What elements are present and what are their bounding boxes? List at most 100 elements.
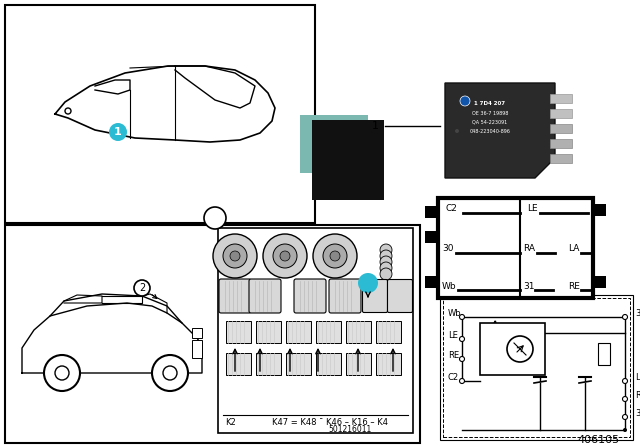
- Text: RE: RE: [568, 281, 580, 290]
- Bar: [218, 228, 413, 433]
- Bar: [346, 353, 371, 375]
- Circle shape: [55, 366, 69, 380]
- Circle shape: [204, 207, 226, 229]
- Bar: [316, 321, 341, 343]
- Circle shape: [380, 250, 392, 262]
- FancyBboxPatch shape: [294, 279, 326, 313]
- Circle shape: [230, 251, 240, 261]
- Bar: [376, 353, 401, 375]
- Text: LE: LE: [527, 203, 538, 212]
- Text: LE: LE: [448, 331, 458, 340]
- Bar: [192, 340, 202, 358]
- Text: 31: 31: [635, 409, 640, 418]
- Text: Wb: Wb: [442, 281, 456, 290]
- FancyBboxPatch shape: [387, 280, 413, 313]
- Bar: [440, 295, 633, 440]
- FancyBboxPatch shape: [249, 279, 281, 313]
- Text: Wb: Wb: [448, 309, 461, 318]
- FancyBboxPatch shape: [329, 279, 361, 313]
- Circle shape: [460, 336, 465, 341]
- Circle shape: [163, 366, 177, 380]
- Circle shape: [380, 256, 392, 268]
- Circle shape: [223, 244, 247, 268]
- Bar: [425, 206, 438, 218]
- Circle shape: [273, 244, 297, 268]
- Bar: [480, 323, 545, 375]
- Text: 406105: 406105: [578, 435, 620, 445]
- Bar: [425, 231, 438, 243]
- Circle shape: [460, 314, 465, 319]
- Bar: [300, 115, 368, 173]
- Text: RE: RE: [448, 350, 459, 359]
- Text: 1 7D4 207: 1 7D4 207: [474, 100, 506, 105]
- Circle shape: [358, 273, 378, 293]
- Bar: [550, 109, 572, 118]
- Text: RA: RA: [635, 391, 640, 400]
- Bar: [226, 321, 251, 343]
- Circle shape: [380, 262, 392, 274]
- Text: 30: 30: [442, 244, 454, 253]
- Bar: [5, 5, 315, 223]
- Circle shape: [623, 379, 627, 383]
- Circle shape: [507, 336, 533, 362]
- Circle shape: [380, 244, 392, 256]
- Bar: [286, 321, 311, 343]
- Bar: [286, 353, 311, 375]
- Circle shape: [65, 108, 71, 114]
- Bar: [312, 120, 384, 200]
- FancyBboxPatch shape: [219, 279, 251, 313]
- Circle shape: [213, 234, 257, 278]
- Bar: [226, 353, 251, 375]
- Circle shape: [460, 357, 465, 362]
- Circle shape: [460, 379, 465, 383]
- Text: C2: C2: [448, 372, 459, 382]
- Bar: [593, 204, 606, 216]
- Text: K2: K2: [225, 418, 236, 426]
- Text: 1: 1: [114, 127, 122, 137]
- Circle shape: [323, 244, 347, 268]
- Bar: [438, 198, 593, 298]
- Circle shape: [460, 96, 470, 106]
- Circle shape: [280, 251, 290, 261]
- Bar: [443, 298, 630, 437]
- Circle shape: [263, 234, 307, 278]
- Circle shape: [623, 428, 627, 432]
- Bar: [256, 321, 281, 343]
- Text: 501216011: 501216011: [328, 425, 372, 434]
- Text: 2: 2: [139, 283, 145, 293]
- Circle shape: [623, 314, 627, 319]
- Circle shape: [380, 268, 392, 280]
- Circle shape: [623, 396, 627, 401]
- Text: 31: 31: [523, 281, 534, 290]
- Text: RA: RA: [523, 244, 535, 253]
- FancyBboxPatch shape: [362, 280, 387, 313]
- Bar: [192, 328, 202, 338]
- Text: OE 36-7 19898: OE 36-7 19898: [472, 111, 508, 116]
- Text: LA: LA: [568, 244, 579, 253]
- Circle shape: [152, 355, 188, 391]
- Bar: [5, 225, 420, 443]
- Text: LA: LA: [635, 372, 640, 382]
- Circle shape: [623, 414, 627, 419]
- Bar: [256, 353, 281, 375]
- Bar: [346, 321, 371, 343]
- Bar: [550, 154, 572, 163]
- Text: 1: 1: [364, 278, 372, 288]
- Text: K47 = K48 ¯ K46 – K16 – K4: K47 = K48 ¯ K46 – K16 – K4: [272, 418, 388, 426]
- Polygon shape: [445, 83, 555, 178]
- Circle shape: [44, 355, 80, 391]
- Text: QA 54-223091: QA 54-223091: [472, 120, 508, 125]
- Circle shape: [455, 129, 459, 133]
- Bar: [550, 94, 572, 103]
- Text: 1: 1: [371, 121, 378, 131]
- Bar: [425, 276, 438, 288]
- Bar: [550, 124, 572, 133]
- Bar: [598, 343, 610, 365]
- Text: 30: 30: [635, 309, 640, 318]
- Bar: [316, 353, 341, 375]
- Bar: [376, 321, 401, 343]
- Text: 048-223040-896: 048-223040-896: [470, 129, 511, 134]
- Circle shape: [134, 280, 150, 296]
- Bar: [550, 139, 572, 148]
- Polygon shape: [490, 321, 500, 333]
